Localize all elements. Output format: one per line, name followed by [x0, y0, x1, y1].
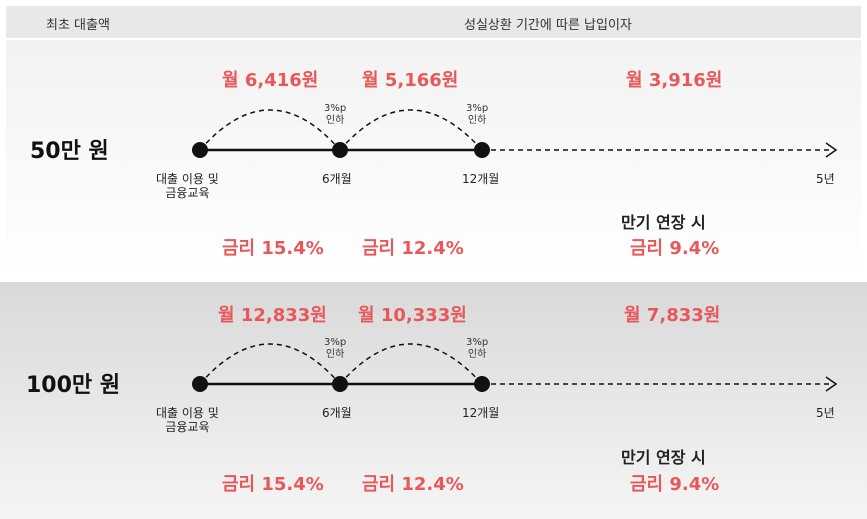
section-100 [0, 282, 867, 519]
section-50 [6, 40, 861, 276]
monthly-interest: 월 12,833원 [218, 305, 327, 326]
timeline-dot [474, 376, 490, 392]
timeline-dot [192, 142, 208, 158]
rate-cut-label: 3%p 인하 [466, 337, 489, 360]
rate-cut-label: 3%p 인하 [466, 103, 489, 126]
monthly-interest: 월 7,833원 [624, 305, 721, 326]
point-12m: 12개월 [462, 172, 500, 186]
header-interest-by-period: 성실상환 기간에 따른 납입이자 [464, 18, 632, 33]
extension-label: 만기 연장 시 [621, 448, 706, 467]
timeline-dot [332, 142, 348, 158]
interest-rate: 금리 15.4% [222, 238, 324, 259]
point-start: 대출 이용 및 금융교육 [156, 172, 219, 200]
header-bar: 최초 대출액 성실상환 기간에 따른 납입이자 [6, 6, 861, 38]
extension-label: 만기 연장 시 [621, 213, 706, 232]
point-6m: 6개월 [322, 406, 352, 420]
rate-cut-label: 3%p 인하 [324, 337, 347, 360]
arc-1 [199, 109, 341, 151]
interest-rate: 금리 9.4% [630, 474, 720, 495]
timeline-dot [192, 376, 208, 392]
interest-rate: 금리 12.4% [362, 474, 464, 495]
timeline-arrowhead [825, 142, 838, 158]
timeline-dot [474, 142, 490, 158]
arc-1 [199, 343, 341, 385]
loan-amount: 100만 원 [26, 373, 121, 398]
interest-rate: 금리 12.4% [362, 238, 464, 259]
interest-rate: 금리 15.4% [222, 474, 324, 495]
monthly-interest: 월 6,416원 [222, 70, 319, 91]
point-start: 대출 이용 및 금융교육 [156, 406, 219, 434]
interest-rate: 금리 9.4% [630, 238, 720, 259]
header-initial-loan: 최초 대출액 [46, 18, 110, 33]
timeline-arrowhead [825, 376, 838, 392]
monthly-interest: 월 5,166원 [362, 70, 459, 91]
loan-amount: 50만 원 [30, 139, 109, 164]
point-5y: 5년 [816, 406, 835, 420]
timeline-dot [332, 376, 348, 392]
arc-2 [339, 109, 483, 151]
monthly-interest: 월 10,333원 [358, 305, 467, 326]
point-6m: 6개월 [322, 172, 352, 186]
point-12m: 12개월 [462, 406, 500, 420]
point-5y: 5년 [816, 172, 835, 186]
monthly-interest: 월 3,916원 [626, 70, 723, 91]
arc-2 [339, 343, 483, 385]
rate-cut-label: 3%p 인하 [324, 103, 347, 126]
